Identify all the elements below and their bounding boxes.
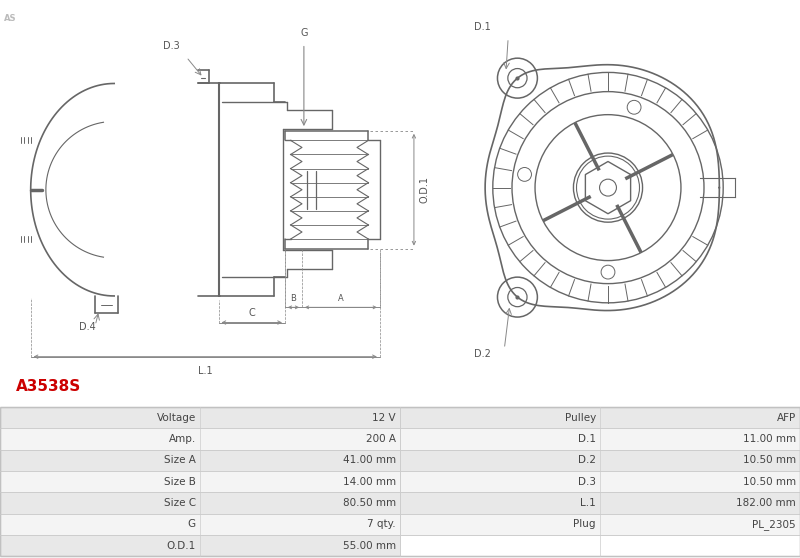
Text: 10.50 mm: 10.50 mm xyxy=(743,477,796,487)
Text: L.1: L.1 xyxy=(198,366,213,376)
Bar xyxy=(0,407,400,429)
Bar xyxy=(0,429,400,450)
Text: Size A: Size A xyxy=(164,455,196,465)
Text: D.2: D.2 xyxy=(578,455,596,465)
Text: Size B: Size B xyxy=(164,477,196,487)
Text: 12 V: 12 V xyxy=(372,413,396,422)
Text: L.1: L.1 xyxy=(580,498,596,508)
Bar xyxy=(0,450,400,471)
Text: 182.00 mm: 182.00 mm xyxy=(736,498,796,508)
Text: Pulley: Pulley xyxy=(565,413,596,422)
Text: G: G xyxy=(188,519,196,529)
Text: 14.00 mm: 14.00 mm xyxy=(343,477,396,487)
Text: Plug: Plug xyxy=(574,519,596,529)
Text: PL_2305: PL_2305 xyxy=(752,519,796,530)
Text: 41.00 mm: 41.00 mm xyxy=(343,455,396,465)
Text: Voltage: Voltage xyxy=(157,413,196,422)
Text: D.2: D.2 xyxy=(474,349,490,359)
Text: D.3: D.3 xyxy=(578,477,596,487)
Text: O.D.1: O.D.1 xyxy=(166,541,196,551)
Text: D.1: D.1 xyxy=(474,22,490,32)
Bar xyxy=(0,492,400,513)
Text: 10.50 mm: 10.50 mm xyxy=(743,455,796,465)
Bar xyxy=(400,407,800,429)
Bar xyxy=(400,429,800,450)
Bar xyxy=(0,407,800,556)
Text: 80.50 mm: 80.50 mm xyxy=(343,498,396,508)
Bar xyxy=(400,471,800,492)
Text: AFP: AFP xyxy=(777,413,796,422)
Text: 11.00 mm: 11.00 mm xyxy=(743,434,796,444)
Text: C: C xyxy=(248,308,255,318)
Bar xyxy=(0,535,400,556)
Text: 55.00 mm: 55.00 mm xyxy=(343,541,396,551)
Text: 200 A: 200 A xyxy=(366,434,396,444)
Text: O.D.1: O.D.1 xyxy=(420,176,430,203)
Text: Size C: Size C xyxy=(164,498,196,508)
Text: Amp.: Amp. xyxy=(169,434,196,444)
Bar xyxy=(400,450,800,471)
Text: B: B xyxy=(290,294,296,303)
Text: A: A xyxy=(338,294,344,303)
Bar xyxy=(400,513,800,535)
Text: D.1: D.1 xyxy=(578,434,596,444)
Text: A3538S: A3538S xyxy=(16,379,82,395)
Text: D.3: D.3 xyxy=(162,41,179,51)
Text: AS: AS xyxy=(4,14,17,23)
Bar xyxy=(0,471,400,492)
Bar xyxy=(400,492,800,513)
Bar xyxy=(0,513,400,535)
Bar xyxy=(400,535,800,556)
Text: D.4: D.4 xyxy=(79,322,96,332)
Text: G: G xyxy=(300,28,308,38)
Text: 7 qty.: 7 qty. xyxy=(367,519,396,529)
